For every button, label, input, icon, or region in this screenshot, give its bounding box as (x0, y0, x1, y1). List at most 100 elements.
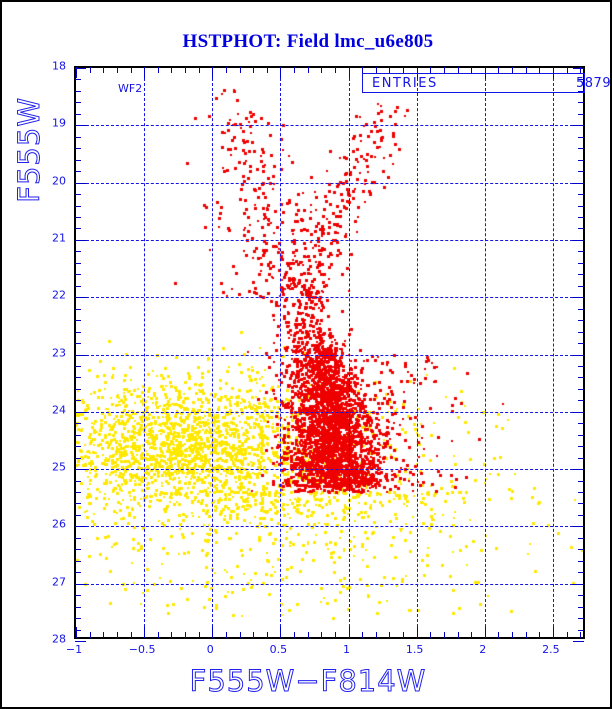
y-tick-label: 20 (52, 174, 66, 188)
y-tick-label: 27 (52, 575, 66, 589)
axis-tick (75, 629, 81, 631)
y-axis-title: F555W (12, 97, 47, 204)
axis-tick (416, 627, 418, 638)
axis-tick (130, 632, 132, 638)
axis-tick (75, 285, 81, 287)
axis-tick (578, 90, 584, 92)
axis-tick (75, 641, 86, 642)
axis-tick (471, 67, 473, 73)
scatter-plot-canvas (76, 68, 583, 637)
axis-tick (75, 136, 81, 138)
axis-tick (498, 67, 500, 73)
axis-tick (75, 320, 81, 322)
gridline-vertical (280, 68, 282, 637)
axis-tick (578, 331, 584, 333)
axis-tick (578, 171, 584, 173)
axis-tick (578, 549, 584, 551)
axis-tick (578, 228, 584, 230)
axis-tick (321, 67, 323, 73)
y-tick-label: 23 (52, 346, 66, 359)
axis-tick (266, 67, 268, 73)
axis-tick (573, 297, 584, 299)
axis-tick (578, 595, 584, 597)
axis-tick (75, 480, 81, 482)
axis-tick (573, 125, 584, 127)
axis-tick (75, 434, 81, 436)
axis-tick (578, 262, 584, 264)
axis-tick (539, 67, 541, 73)
axis-tick (75, 469, 86, 471)
axis-tick (578, 320, 584, 322)
axis-tick (566, 632, 568, 638)
axis-tick (75, 423, 81, 425)
axis-tick (578, 457, 584, 459)
axis-tick (171, 67, 173, 73)
axis-tick (76, 67, 77, 78)
gridline-horizontal (76, 125, 583, 127)
x-tick-label: −0.5 (128, 643, 156, 656)
axis-tick (573, 641, 584, 642)
axis-tick (75, 343, 81, 345)
axis-tick (75, 79, 81, 81)
axis-tick (212, 67, 214, 78)
gridline-vertical (144, 68, 146, 637)
axis-tick (573, 411, 584, 413)
axis-tick (573, 469, 584, 471)
axis-tick (103, 632, 105, 638)
x-tick-label: 1 (343, 643, 351, 656)
axis-tick (578, 285, 584, 287)
x-tick-label: 1.5 (405, 643, 424, 656)
axis-tick (75, 262, 81, 264)
axis-tick (578, 159, 584, 161)
gridline-vertical (552, 68, 554, 637)
axis-tick (430, 632, 432, 638)
axis-tick (75, 308, 81, 310)
axis-tick (348, 627, 350, 638)
axis-tick (578, 503, 584, 505)
gridline-vertical (416, 68, 418, 637)
axis-tick (75, 503, 81, 505)
axis-tick (171, 632, 173, 638)
axis-tick (578, 308, 584, 310)
axis-tick (334, 632, 336, 638)
axis-tick (75, 68, 86, 69)
axis-tick (75, 354, 86, 356)
axis-tick (75, 239, 86, 241)
y-tick-label: 28 (52, 632, 66, 646)
axis-tick (75, 583, 86, 585)
axis-tick (75, 194, 81, 196)
axis-tick (578, 274, 584, 276)
axis-tick (75, 377, 81, 379)
axis-tick (471, 632, 473, 638)
axis-tick (443, 632, 445, 638)
x-tick-label: 0.5 (269, 643, 288, 656)
axis-tick (578, 148, 584, 150)
axis-tick (552, 67, 554, 78)
axis-tick (239, 67, 241, 73)
axis-tick (578, 136, 584, 138)
axis-tick (75, 549, 81, 551)
axis-tick (430, 67, 432, 73)
axis-tick (75, 446, 81, 448)
axis-tick (578, 388, 584, 390)
axis-tick (225, 632, 227, 638)
axis-tick (75, 595, 81, 597)
axis-tick (578, 205, 584, 207)
axis-tick (573, 182, 584, 184)
axis-tick (75, 228, 81, 230)
gridline-horizontal (76, 354, 583, 356)
axis-tick (75, 365, 81, 367)
axis-tick (578, 194, 584, 196)
axis-tick (75, 526, 86, 528)
axis-tick (75, 159, 81, 161)
axis-tick (362, 632, 364, 638)
axis-tick (578, 79, 584, 81)
axis-tick (578, 377, 584, 379)
axis-tick (75, 537, 81, 539)
axis-tick (157, 632, 159, 638)
axis-tick (75, 457, 81, 459)
axis-tick (578, 618, 584, 620)
axis-tick (525, 67, 527, 73)
gridline-horizontal (76, 239, 583, 241)
axis-tick (89, 632, 91, 638)
